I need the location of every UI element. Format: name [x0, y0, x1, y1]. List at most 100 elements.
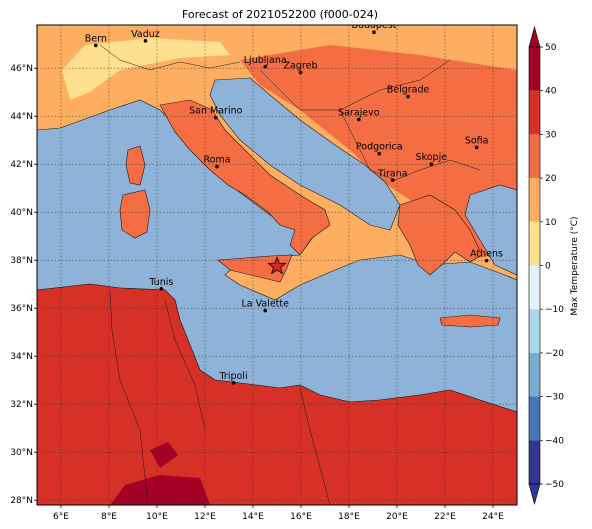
colorbar-tick-label: 0 [545, 262, 551, 272]
city-label: Ljubljana [244, 55, 287, 66]
country-borders [99, 44, 481, 505]
city-bern: Bern [85, 33, 107, 48]
city-la-valette: La Valette [241, 299, 289, 313]
city-dot [159, 286, 164, 291]
y-tick-label: 38°N [10, 256, 33, 266]
x-tick-label: 16°E [290, 512, 312, 522]
city-dot [231, 381, 236, 385]
city-label: La Valette [241, 299, 289, 310]
city-dot [214, 115, 218, 120]
y-tick-label: 46°N [10, 64, 33, 74]
y-tick-label: 30°N [10, 448, 33, 458]
city-dot [484, 258, 489, 263]
city-podgorica: Podgorica [356, 142, 403, 156]
y-tick-label: 34°N [10, 352, 33, 362]
colorbar-swatch [529, 90, 540, 135]
city-vaduz: Vaduz [131, 29, 160, 43]
x-tick-label: 24°E [482, 512, 504, 522]
aegean-sea [464, 184, 517, 276]
x-tick-label: 14°E [242, 512, 264, 522]
city-label: Roma [203, 155, 230, 166]
city-label: Belgrade [387, 85, 430, 96]
y-tick-label: 28°N [10, 496, 33, 506]
colorbar-ticks: 50 40 30 20 10 0 −10 −20 −30 −40 −50 [540, 43, 564, 490]
city-label: San Marino [189, 106, 242, 117]
city-sofia: Sofia [465, 135, 489, 150]
y-tick-label: 44°N [10, 112, 33, 122]
city-label: Sarajevo [338, 108, 380, 119]
y-tick-label: 42°N [10, 160, 33, 170]
city-label: Budapest [351, 20, 396, 31]
colorbar-tick-label: 10 [545, 218, 557, 228]
city-dot [474, 145, 479, 150]
colorbar-tick-label: −20 [545, 349, 564, 359]
italy-peninsula [159, 99, 331, 256]
colorbar-tick-label: 50 [545, 43, 557, 53]
city-tripoli: Tripoli [219, 371, 248, 385]
colorbar-tick-label: −50 [545, 480, 564, 490]
city-belgrade: Belgrade [387, 85, 430, 99]
colorbar-swatch [529, 134, 540, 179]
x-tick-label: 8°E [101, 512, 117, 522]
colorbar-swatch [529, 47, 540, 91]
city-sarajevo: Sarajevo [338, 108, 380, 122]
colorbar-extend-max [528, 25, 541, 48]
city-dot [263, 308, 268, 313]
city-tirana: Tirana [377, 168, 408, 183]
colorbar-swatch [529, 440, 540, 484]
colorbar-tick-label: −40 [545, 436, 564, 446]
colorbar-swatches [528, 25, 541, 506]
city-budapest: Budapest [351, 20, 397, 34]
city-ljubljana: Ljubljana [244, 55, 287, 69]
city-skopje: Skopje [416, 152, 447, 166]
sardinia-island [119, 189, 151, 239]
city-zagreb: Zagreb [284, 61, 317, 75]
colorbar-swatch [529, 265, 540, 310]
colorbar-swatch [529, 309, 540, 353]
city-label: Athens [470, 249, 503, 260]
star-icon [267, 256, 287, 275]
city-dot [377, 151, 382, 156]
city-roma: Roma [203, 155, 231, 169]
x-tick-label: 18°E [338, 512, 360, 522]
map-frame [36, 24, 518, 506]
colorbar-tick-label: −10 [545, 305, 564, 315]
city-dot [372, 30, 376, 34]
greece-mainland [397, 194, 483, 276]
corsica-island [125, 145, 146, 186]
y-tick-label: 36°N [10, 304, 33, 314]
city-dot [390, 178, 395, 183]
latitude-axis: 28°N 30°N 32°N 34°N 36°N 38°N 40°N 42°N 44°N 46°N [10, 64, 37, 506]
city-label: Tripoli [219, 371, 248, 382]
colorbar-swatch [529, 396, 540, 441]
colorbar-label: Max Temperature (°C) [570, 216, 580, 315]
city-dot [429, 162, 434, 166]
city-label: Bern [85, 33, 107, 44]
x-tick-label: 12°E [194, 512, 216, 522]
x-tick-label: 20°E [386, 512, 408, 522]
city-dot [298, 70, 303, 75]
city-dot [143, 39, 148, 43]
city-label: Tirana [377, 168, 408, 179]
x-tick-label: 22°E [434, 512, 456, 522]
city-label: Tunis [148, 277, 173, 288]
colorbar-extend-min [528, 483, 541, 506]
city-dot [357, 117, 361, 122]
colorbar-swatch [529, 178, 540, 222]
city-label: Sofia [465, 135, 489, 146]
city-label: Vaduz [131, 29, 160, 40]
map-gridlines [37, 25, 517, 505]
city-dot [94, 43, 98, 48]
colorbar-tick-label: −30 [545, 393, 564, 403]
crete-island [439, 314, 501, 328]
city-dot [215, 164, 219, 169]
saharan-hot-patch [110, 475, 210, 505]
figure-title: Forecast of 2021052200 (f000-024) [182, 8, 378, 21]
city-dot [263, 64, 268, 69]
longitude-axis: 6°E 8°E 10°E 12°E 14°E 16°E 18°E 20°E 22°E 24°E [53, 505, 504, 522]
city-tunis: Tunis [148, 277, 173, 291]
colorbar-tick-label: 40 [545, 87, 557, 97]
